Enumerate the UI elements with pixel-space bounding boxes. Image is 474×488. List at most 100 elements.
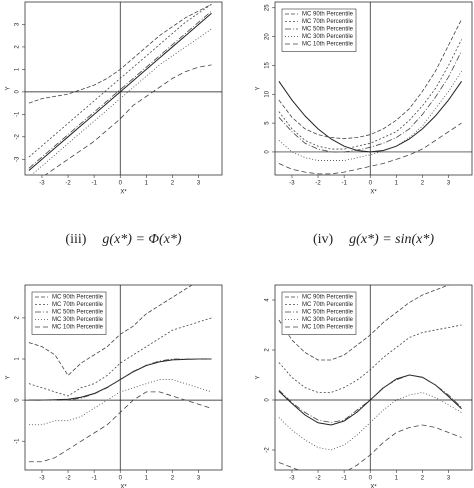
series-line: [278, 81, 462, 153]
y-tick-label: 1: [15, 67, 21, 71]
legend-label: MC 30th Percentile: [52, 317, 104, 323]
y-tick-label: 0: [265, 398, 271, 402]
legend-label: MC 70th Percentile: [302, 19, 354, 25]
legend-label: MC 90th Percentile: [302, 12, 354, 18]
legend-label: MC 50th Percentile: [302, 27, 354, 33]
series-line: [44, 64, 212, 175]
lines: [278, 19, 462, 175]
legend-label: MC 10th Percentile: [302, 325, 354, 331]
series-line: [278, 70, 462, 161]
legend-label: MC 70th Percentile: [302, 302, 354, 308]
x-axis-label: X*: [120, 485, 127, 488]
legend-box: [281, 8, 357, 52]
x-tick-label: 2: [171, 476, 175, 482]
caption-formula: g(x*) = sin(x*): [349, 232, 434, 247]
y-tick-label: 20: [265, 33, 271, 40]
y-tick-label: 10: [265, 90, 271, 97]
series-line: [278, 324, 462, 393]
y-tick-label: 4: [265, 298, 271, 302]
x-tick-label: 0: [119, 476, 123, 482]
y-tick-label: 25: [265, 4, 271, 11]
x-tick-label: 0: [369, 476, 373, 482]
y-axis-label: Y: [256, 375, 262, 379]
y-axis-label: Y: [256, 86, 262, 90]
y-tick-label: 2: [15, 45, 21, 49]
y-tick-label: -2: [265, 447, 271, 453]
legend-label: MC 10th Percentile: [302, 42, 354, 48]
x-tick-label: -1: [91, 476, 97, 482]
x-tick-label: 3: [197, 476, 201, 482]
y-tick-label: 0: [15, 90, 21, 94]
x-tick-label: 2: [421, 476, 425, 482]
series-line: [28, 12, 212, 171]
lines: [28, 285, 212, 463]
series-line: [28, 3, 212, 104]
legend-box: [281, 291, 357, 335]
y-tick-label: 5: [265, 121, 271, 125]
legend-label: MC 50th Percentile: [302, 310, 354, 316]
series-line: [28, 358, 212, 401]
x-tick-label: 1: [395, 181, 399, 187]
x-tick-label: -2: [315, 476, 321, 482]
series-line: [30, 28, 212, 175]
y-axis-label: Y: [6, 375, 12, 379]
series-line: [28, 3, 212, 158]
plot-frame: [274, 1, 473, 176]
x-tick-label: 0: [369, 181, 373, 187]
x-tick-label: 2: [421, 181, 425, 187]
plot-frame: [274, 284, 473, 471]
x-tick-label: -3: [289, 476, 295, 482]
series-line: [278, 392, 462, 451]
x-tick-label: 1: [145, 181, 149, 187]
x-tick-label: -3: [39, 181, 45, 187]
series-line: [278, 122, 462, 175]
plot-frame: [24, 284, 223, 471]
series-line: [278, 19, 462, 140]
legend-label: MC 50th Percentile: [52, 310, 104, 316]
caption: (iii) g(x*) = Φ(x*): [65, 232, 182, 247]
y-tick-label: -2: [15, 133, 21, 139]
y-tick-label: 0: [15, 398, 21, 402]
x-tick-label: 1: [145, 476, 149, 482]
caption-label: (iv): [313, 232, 334, 247]
y-tick-label: 2: [265, 348, 271, 352]
y-tick-label: 3: [15, 22, 21, 26]
x-tick-label: 0: [119, 181, 123, 187]
x-tick-label: -3: [289, 181, 295, 187]
y-tick-label: -1: [15, 438, 21, 444]
panel: -3 -2 -1 0 1 2 3 -3 -2 -1 0 1 2 3 X* Y: [6, 1, 223, 196]
x-tick-label: -1: [341, 181, 347, 187]
lines: [278, 285, 462, 470]
x-axis-label: X*: [370, 190, 377, 196]
caption: (iv) g(x*) = sin(x*): [313, 232, 434, 247]
x-tick-label: 3: [197, 181, 201, 187]
y-axis-label: Y: [6, 86, 12, 90]
series-line: [278, 424, 462, 470]
x-tick-label: -2: [65, 181, 71, 187]
y-tick-label: 0: [265, 150, 271, 154]
series-line: [278, 50, 462, 153]
panel: -3 -2 -1 0 1 2 3 0 5 10 15 20 25 X* Y MC 90th Percentil…: [256, 1, 473, 196]
legend-label: MC 30th Percentile: [302, 34, 354, 40]
caption-formula: g(x*) = Φ(x*): [102, 232, 182, 247]
x-tick-label: -3: [39, 476, 45, 482]
legend-box: [31, 291, 107, 335]
legend-label: MC 30th Percentile: [302, 317, 354, 323]
plot-frame: [24, 1, 223, 176]
y-tick-label: -1: [15, 111, 21, 117]
y-tick-label: 15: [265, 61, 271, 68]
x-tick-label: 3: [447, 476, 451, 482]
legend-label: MC 90th Percentile: [52, 295, 104, 301]
caption-label: (iii): [65, 232, 86, 247]
x-tick-label: 2: [171, 181, 175, 187]
lines: [28, 3, 212, 175]
series-line: [28, 10, 212, 169]
legend-label: MC 70th Percentile: [52, 302, 104, 308]
legend-label: MC 90th Percentile: [302, 295, 354, 301]
x-tick-label: 3: [447, 181, 451, 187]
legend-label: MC 10th Percentile: [52, 325, 104, 331]
series-line: [28, 379, 212, 426]
